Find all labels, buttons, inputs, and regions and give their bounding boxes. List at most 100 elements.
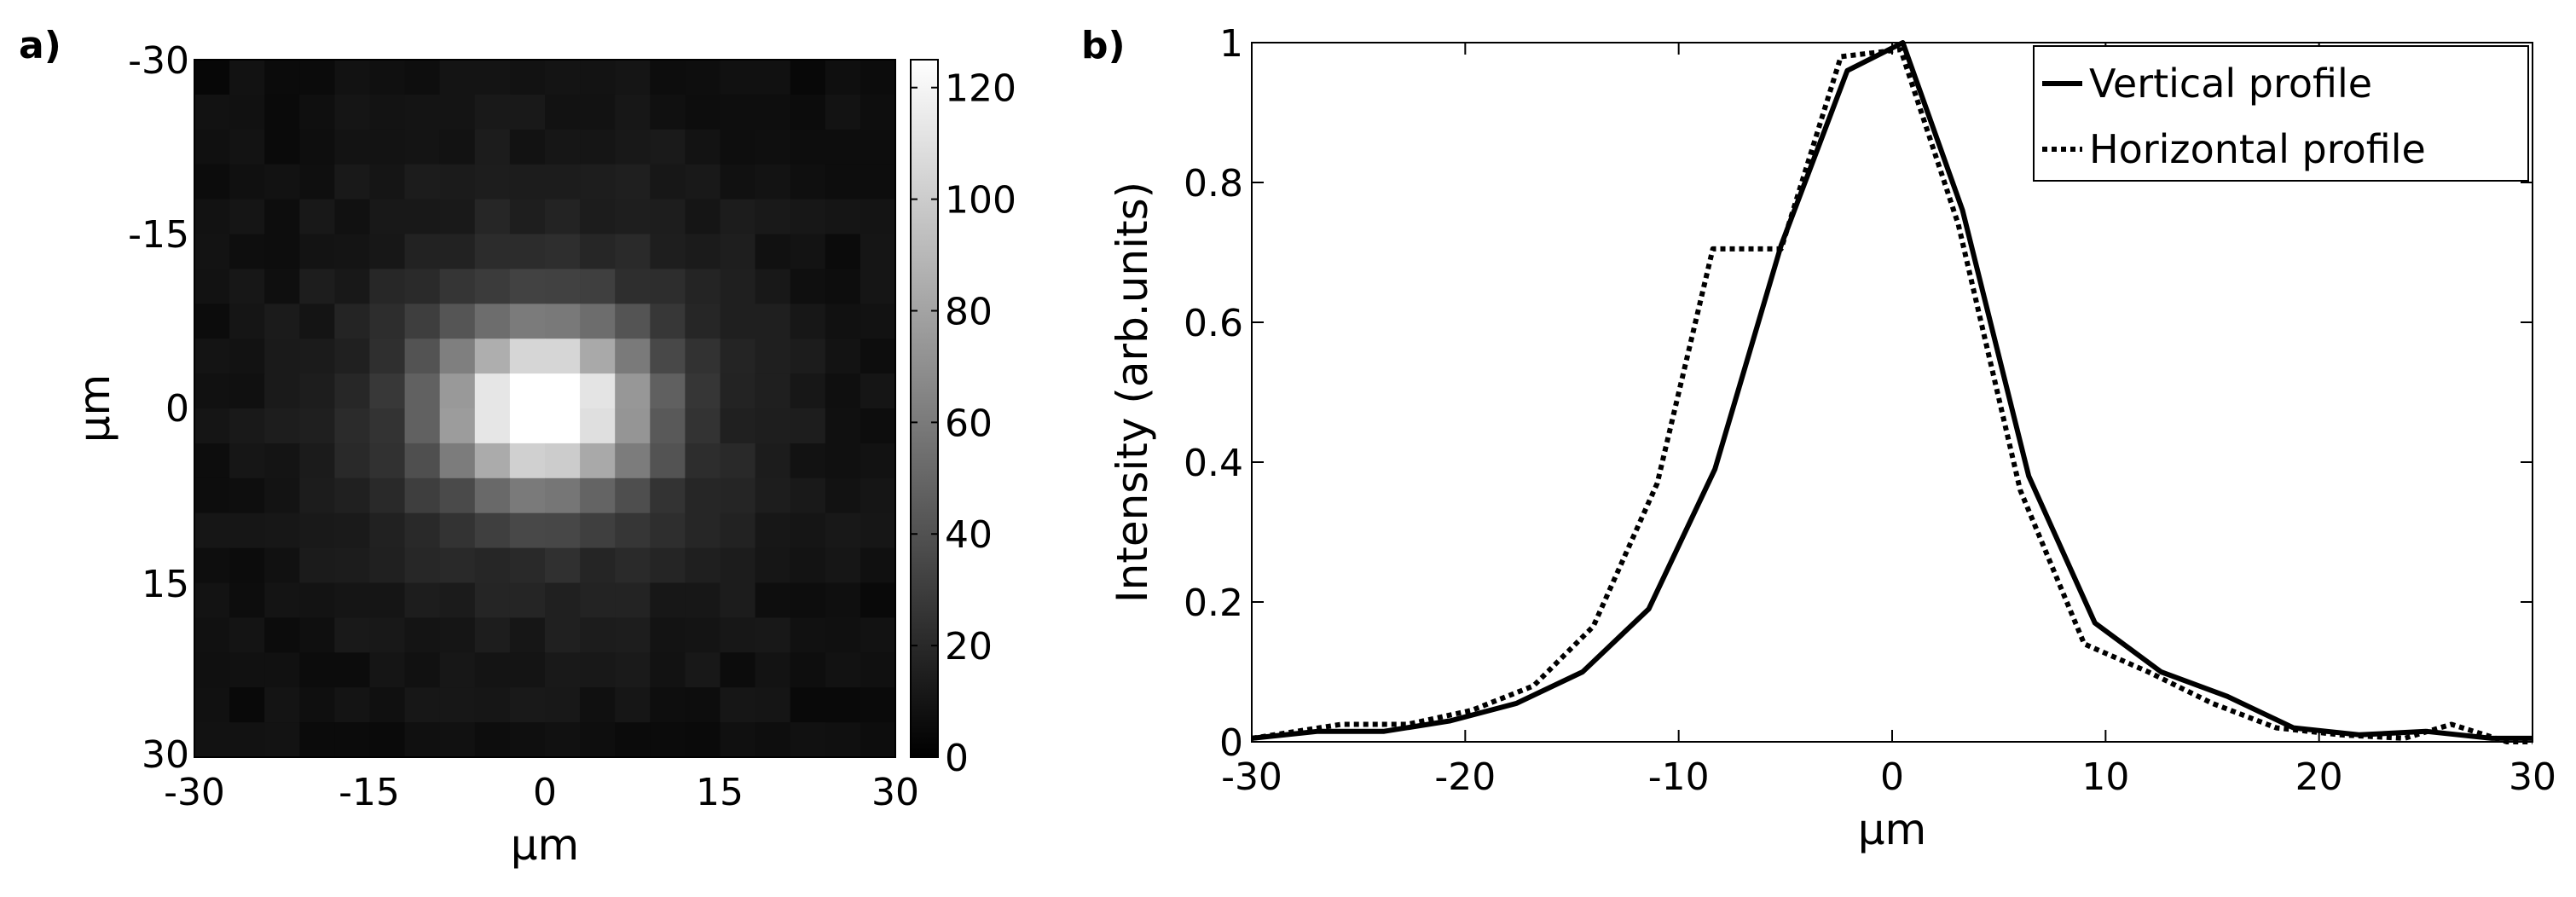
heatmap-cell [825,339,861,374]
heatmap-cell [194,547,230,584]
heatmap-cell [369,199,406,235]
heatmap-cell [229,373,265,409]
heatmap-cell [369,443,406,479]
heatmap-cell [299,199,335,235]
colorbar [910,59,939,758]
heatmap-cell [790,547,826,584]
heatmap-cell [509,582,546,618]
heatmap-cell [229,339,265,374]
heatmap-y-axis-label: μm [70,374,119,443]
heatmap-cell [650,60,686,95]
heatmap-cell [404,339,441,374]
heatmap-cell [509,234,546,269]
plot-x-tick-label: -30 [1221,755,1282,799]
heatmap-cell [580,477,616,514]
plot-y-tick-label: 1 [1219,22,1243,66]
heatmap-cell [474,687,511,723]
heatmap-cell [369,652,406,688]
heatmap-cell [474,582,511,618]
heatmap-cell [720,269,756,304]
heatmap-cell [404,304,441,339]
heatmap-cell [720,234,756,269]
heatmap-cell [334,547,371,584]
heatmap-cell [474,512,511,549]
heatmap-cell [860,339,896,374]
heatmap-cell [369,164,406,200]
heatmap-cell [439,373,476,409]
heatmap-cell [825,512,861,549]
heatmap-cell [299,60,335,95]
heatmap-cell [650,547,686,584]
heatmap-cell [404,722,441,758]
heatmap-cell [194,477,230,514]
heatmap-cell [790,129,826,165]
heatmap-cell [615,269,651,304]
heatmap-cell [509,722,546,758]
heatmap-cell [509,373,546,409]
heatmap-cell [825,269,861,304]
heatmap-cell [404,269,441,304]
heatmap-cell [580,652,616,688]
heatmap-cell [369,129,406,165]
heatmap-cell [299,443,335,479]
heatmap-cell [369,687,406,723]
heatmap-cell [860,129,896,165]
heatmap-cell [194,164,230,200]
heatmap-cell [685,373,721,409]
heatmap-cell [650,164,686,200]
heatmap-cell [264,547,300,584]
heatmap-cell [439,129,476,165]
heatmap-cell [580,164,616,200]
heatmap-cell [439,722,476,758]
heatmap-cell [580,722,616,758]
heatmap-cell [720,304,756,339]
plot-x-tick-label: 0 [1880,755,1904,799]
heatmap-cell [615,477,651,514]
heatmap-cell [299,269,335,304]
heatmap-cell [860,547,896,584]
heatmap-cell [369,373,406,409]
heatmap-cell [194,512,230,549]
heatmap-x-tick-3: 0 [533,771,557,814]
heatmap-cell [474,129,511,165]
heatmap-cell [194,199,230,235]
heatmap-cell [685,617,721,653]
heatmap-cell [509,687,546,723]
heatmap-cell [404,582,441,618]
heatmap-y-tick-2: -15 [128,213,189,257]
heatmap-cell [615,199,651,235]
heatmap-cell [369,94,406,130]
heatmap-cell [650,722,686,758]
heatmap-cell [439,234,476,269]
heatmap-cell [474,373,511,409]
heatmap-cell [194,94,230,130]
heatmap-cell [860,234,896,269]
heatmap-cell [439,304,476,339]
heatmap-cell [439,199,476,235]
heatmap-cell [720,477,756,514]
heatmap-cell [650,582,686,618]
plot-x-tick-label: -10 [1648,755,1710,799]
heatmap-cell [615,443,651,479]
heatmap-cell [509,269,546,304]
heatmap-cell [229,129,265,165]
heatmap-cell [580,94,616,130]
heatmap-cell [650,199,686,235]
heatmap-cell [650,339,686,374]
heatmap-cell [825,477,861,514]
heatmap-cell [474,94,511,130]
heatmap-cell [229,617,265,653]
heatmap-cell [545,304,581,339]
heatmap-cell [334,582,371,618]
heatmap-cell [334,652,371,688]
heatmap-cell [334,269,371,304]
heatmap-cell [474,722,511,758]
heatmap-cell [404,129,441,165]
heatmap-cell [369,269,406,304]
heatmap-cell [545,129,581,165]
heatmap-cell [720,617,756,653]
heatmap-cell [685,234,721,269]
heatmap-cell [650,443,686,479]
heatmap-cell [790,722,826,758]
heatmap-cell [755,164,791,200]
